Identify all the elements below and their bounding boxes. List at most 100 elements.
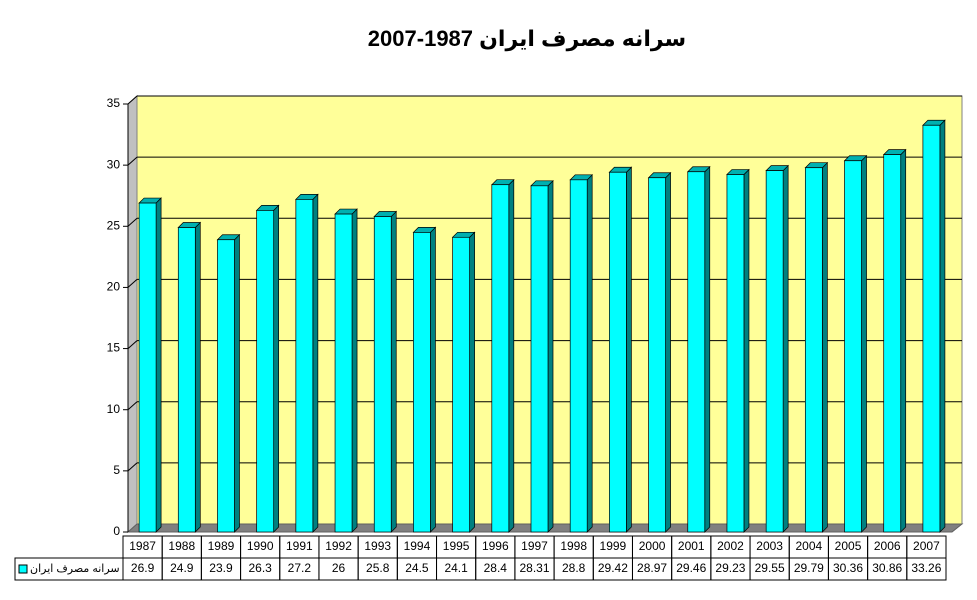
bar-side xyxy=(194,221,201,533)
grid-line-side xyxy=(127,95,138,105)
bar-side xyxy=(312,193,319,533)
y-tick-label: 25 xyxy=(107,218,121,232)
x-tick-label: 1988 xyxy=(168,539,195,553)
table-value: 25.8 xyxy=(366,561,390,575)
bar-side xyxy=(626,166,632,533)
bar xyxy=(883,154,902,533)
table-value: 29.55 xyxy=(755,561,785,575)
bar-side xyxy=(743,168,750,533)
x-tick-label: 1987 xyxy=(129,539,156,553)
table-value: 28.4 xyxy=(484,561,508,575)
bar-side xyxy=(155,197,162,533)
bar-side xyxy=(273,204,280,533)
x-tick-label: 1991 xyxy=(286,539,313,553)
legend-label: سرانه مصرف ایران xyxy=(30,563,120,575)
bar xyxy=(844,160,862,533)
bar xyxy=(648,177,666,533)
table-value: 29.23 xyxy=(715,561,745,575)
table-value: 26 xyxy=(332,561,346,575)
table-value: 24.9 xyxy=(170,561,194,575)
table-value: 28.8 xyxy=(562,561,586,575)
bar-side xyxy=(782,164,789,533)
bar-side xyxy=(351,208,358,533)
bar xyxy=(256,210,275,533)
x-tick-label: 2005 xyxy=(835,539,862,553)
bar xyxy=(609,171,627,533)
bar xyxy=(413,232,431,533)
bar xyxy=(491,184,510,533)
y-tick-label: 20 xyxy=(107,280,121,294)
x-tick-label: 1996 xyxy=(482,539,509,553)
x-tick-label: 1989 xyxy=(208,539,235,553)
bar xyxy=(138,202,157,533)
x-tick-label: 1999 xyxy=(600,539,627,553)
table-value: 29.46 xyxy=(676,561,706,575)
x-tick-label: 2003 xyxy=(756,539,783,553)
grid-line-side xyxy=(127,279,138,288)
bar-side xyxy=(900,148,907,533)
table-value: 29.42 xyxy=(598,561,628,575)
table-value: 28.97 xyxy=(637,561,667,575)
x-tick-label: 2006 xyxy=(874,539,901,553)
bar xyxy=(177,227,196,533)
bar xyxy=(804,167,823,533)
y-tick-label: 15 xyxy=(107,341,121,355)
table-value: 29.79 xyxy=(794,561,824,575)
table-value: 23.9 xyxy=(209,561,233,575)
x-tick-label: 1993 xyxy=(364,539,391,553)
x-tick-label: 1995 xyxy=(443,539,470,553)
bar-side xyxy=(665,171,671,533)
y-tick-label: 30 xyxy=(107,157,121,171)
x-tick-label: 1992 xyxy=(325,539,352,553)
table-value: 26.3 xyxy=(248,561,272,575)
bar xyxy=(373,216,392,533)
grid-line-side xyxy=(127,462,138,472)
bar-side xyxy=(821,161,828,533)
table-value: 33.26 xyxy=(911,561,941,575)
y-tick-label: 10 xyxy=(107,402,121,416)
bar-side xyxy=(861,154,867,533)
table-value: 27.2 xyxy=(288,561,312,575)
bar-side xyxy=(234,233,240,533)
x-tick-label: 1994 xyxy=(404,539,431,553)
bar-side xyxy=(430,226,436,533)
table-value: 24.5 xyxy=(405,561,429,575)
bar xyxy=(217,239,235,533)
bar-side xyxy=(939,119,946,533)
bar xyxy=(765,170,784,533)
chart-title: سرانه مصرف ایران 1987-2007 xyxy=(368,26,686,52)
legend-swatch xyxy=(18,564,28,574)
table-cell xyxy=(906,557,947,581)
bar-side xyxy=(469,231,475,533)
table-value: 28.31 xyxy=(519,561,549,575)
bar xyxy=(922,124,941,533)
x-tick-label: 2004 xyxy=(795,539,822,553)
x-tick-label: 2001 xyxy=(678,539,705,553)
bar xyxy=(530,185,549,533)
bar xyxy=(334,213,353,533)
table-value: 30.36 xyxy=(833,561,863,575)
grid-line-side xyxy=(127,156,138,166)
x-tick-label: 1997 xyxy=(521,539,548,553)
x-tick-label: 1990 xyxy=(247,539,274,553)
grid-line-side xyxy=(127,340,138,349)
grid-line-side xyxy=(127,401,138,411)
bar-side xyxy=(586,173,593,533)
bar xyxy=(726,174,745,533)
bar-side xyxy=(547,179,554,533)
bar xyxy=(452,236,470,533)
y-tick-label: 5 xyxy=(113,463,120,477)
bar-side xyxy=(704,165,711,533)
bar xyxy=(295,199,314,533)
bar xyxy=(569,179,588,533)
y-tick-label: 0 xyxy=(113,524,120,538)
bar xyxy=(687,171,706,533)
x-tick-label: 2000 xyxy=(639,539,666,553)
grid-line-side xyxy=(127,217,138,227)
x-tick-label: 2002 xyxy=(717,539,744,553)
table-value: 24.1 xyxy=(444,561,468,575)
x-tick-label: 2007 xyxy=(913,539,940,553)
table-value: 30.86 xyxy=(872,561,902,575)
x-tick-label: 1998 xyxy=(560,539,587,553)
